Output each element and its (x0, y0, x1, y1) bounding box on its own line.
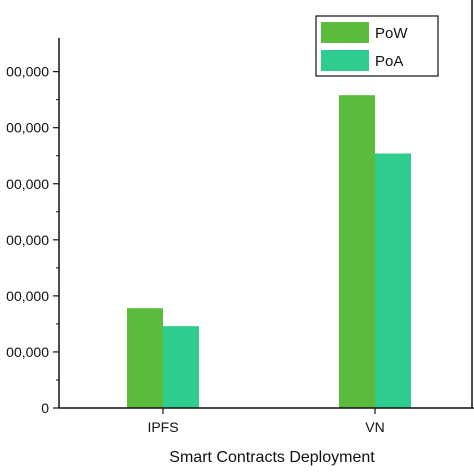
bar-pow-vn (339, 95, 375, 408)
x-tick-label: IPFS (147, 419, 178, 435)
y-tick-label: 0 (41, 400, 49, 416)
bars (127, 95, 411, 408)
legend-label-pow: PoW (375, 25, 408, 42)
x-axis-title: Smart Contracts Deployment (169, 449, 375, 466)
y-tick-label: 00,000 (6, 176, 49, 192)
legend-swatch-poa (321, 50, 369, 71)
y-tick-label: 00,000 (6, 232, 49, 248)
x-axis-ticks: IPFS VN (147, 408, 385, 435)
y-tick-label: 00,000 (6, 64, 49, 80)
bar-poa-ipfs (163, 326, 199, 408)
y-axis-ticks: 0 00,000 00,000 00,000 00,000 00,000 00,000 (6, 64, 59, 416)
legend-swatch-pow (321, 22, 369, 43)
y-tick-label: 00,000 (6, 344, 49, 360)
bar-poa-vn (375, 153, 411, 408)
y-tick-label: 00,000 (6, 288, 49, 304)
x-tick-label: VN (365, 419, 384, 435)
y-tick-label: 00,000 (6, 120, 49, 136)
legend: PoW PoA (315, 15, 439, 77)
bar-pow-ipfs (127, 308, 163, 408)
legend-label-poa: PoA (375, 53, 403, 70)
